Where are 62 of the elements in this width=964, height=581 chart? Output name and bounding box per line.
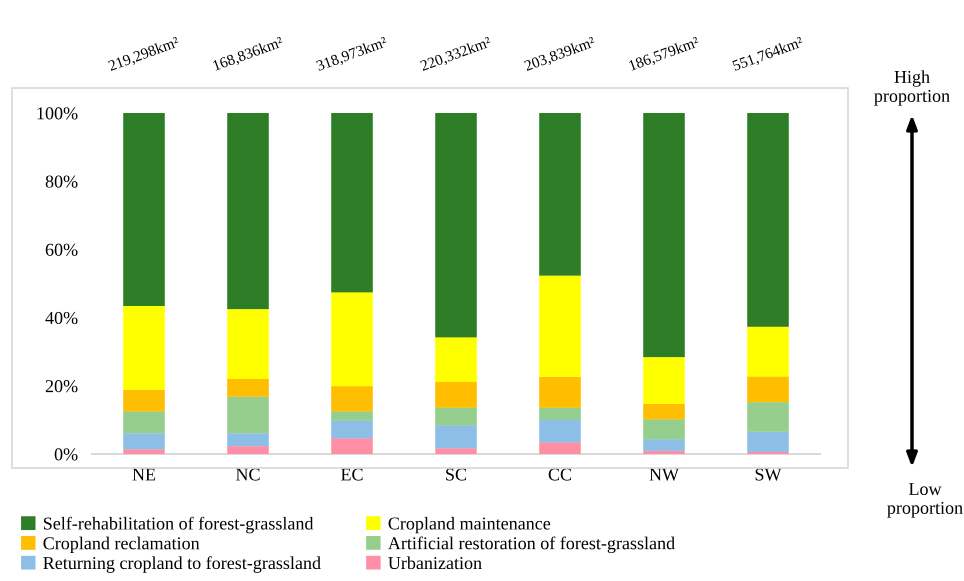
x-tick-label: NC: [236, 468, 260, 481]
bar: [643, 357, 685, 404]
bar: [539, 442, 581, 454]
bar: [539, 276, 581, 377]
x-tick-label: NE: [132, 468, 156, 480]
y-tick-label: 40%: [45, 312, 78, 324]
bar: [123, 411, 165, 434]
x-tick-label: CC: [548, 468, 572, 481]
legend-label: Urbanization: [388, 556, 482, 570]
bar: [435, 337, 477, 382]
y-tick-label: 0%: [54, 448, 78, 460]
bar: [747, 402, 789, 432]
bar: [123, 390, 165, 412]
legend-label: Self-rehabilitation of forest-grassland: [44, 516, 314, 534]
bar: [643, 404, 685, 420]
bar: [227, 433, 269, 446]
bar: [123, 306, 165, 390]
y-tick-label: 80%: [46, 175, 78, 188]
bar: [747, 326, 789, 377]
bar: [331, 386, 373, 412]
x-tick-label: SW: [756, 468, 782, 481]
legend-label: Artificial restoration of forest-grassland: [388, 536, 675, 554]
bar: [643, 419, 685, 440]
x-tick-label: EC: [340, 468, 363, 481]
bar: [123, 433, 165, 450]
legend-label: Cropland maintenance: [388, 516, 550, 534]
bar: [539, 420, 581, 442]
bar: [539, 376, 581, 408]
bar: [123, 449, 165, 454]
legend-label: Cropland reclamation: [43, 536, 200, 554]
bar: [227, 309, 269, 379]
bar: [435, 448, 477, 454]
bar: [435, 113, 477, 338]
y-tick-label: 20%: [46, 380, 78, 392]
bar: [539, 408, 581, 420]
bar: [331, 438, 373, 454]
x-tick-label: NW: [649, 468, 680, 481]
x-tick-label: SC: [446, 468, 466, 481]
bar: [747, 113, 789, 327]
bar: [435, 382, 477, 408]
bar: [227, 113, 269, 310]
bar: [123, 113, 165, 306]
bar: [331, 411, 373, 421]
bar: [227, 396, 269, 434]
bar: [643, 113, 685, 358]
y-tick-label: 100%: [38, 107, 78, 120]
legend-label: Returning cropland to forest-grassland: [43, 556, 321, 573]
bar: [227, 378, 269, 397]
bar: [331, 113, 373, 292]
bar: [435, 408, 477, 426]
text: High proportion: [874, 70, 950, 106]
y-tick-label: 60%: [46, 244, 78, 256]
text: Low proportion: [887, 483, 963, 518]
bar: [539, 113, 581, 276]
bar: [643, 439, 685, 451]
bar: [643, 450, 685, 454]
bar: [331, 292, 373, 386]
bar: [747, 376, 789, 402]
bar: [435, 425, 477, 448]
bar: [227, 446, 269, 454]
bar: [747, 432, 789, 452]
bar: [331, 420, 373, 438]
